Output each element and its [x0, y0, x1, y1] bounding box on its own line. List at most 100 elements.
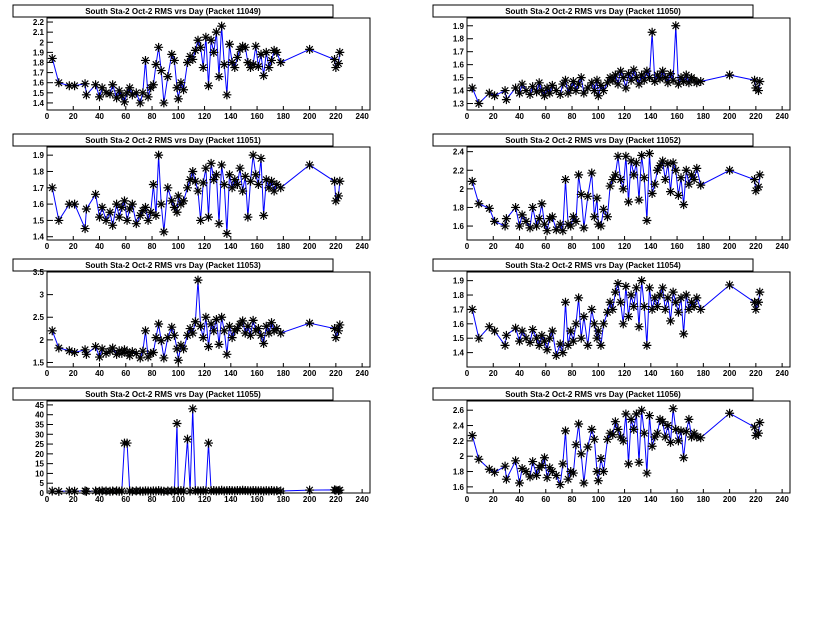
data-point — [517, 326, 527, 336]
data-point — [616, 297, 626, 307]
data-point — [204, 438, 213, 448]
data-point — [148, 348, 158, 358]
data-point — [159, 98, 169, 108]
x-tick-label: 120 — [618, 495, 632, 504]
data-point — [227, 57, 237, 67]
data-point — [515, 478, 525, 488]
data-point — [610, 287, 620, 297]
x-tick-label: 0 — [465, 112, 470, 121]
data-point — [331, 63, 341, 73]
data-point — [689, 302, 699, 312]
data-point — [227, 333, 237, 343]
data-point — [631, 283, 641, 293]
x-tick-label: 80 — [148, 495, 157, 504]
data-point — [467, 304, 477, 314]
y-tick-label: 1.5 — [453, 334, 465, 343]
data-point — [47, 53, 57, 63]
data-point — [681, 427, 691, 437]
x-tick-label: 160 — [250, 495, 264, 504]
data-point — [196, 42, 206, 52]
x-tick-label: 200 — [723, 112, 737, 121]
data-point — [108, 220, 118, 230]
data-point — [47, 326, 57, 336]
y-tick-label: 1.3 — [453, 100, 465, 109]
data-point — [467, 431, 477, 440]
data-point — [753, 428, 763, 438]
x-tick-label: 180 — [277, 112, 291, 121]
data-point — [571, 319, 581, 329]
data-point — [528, 202, 538, 212]
data-point — [467, 83, 477, 93]
data-point — [547, 80, 557, 90]
data-point — [217, 160, 227, 170]
data-point — [127, 347, 137, 357]
data-point — [240, 171, 250, 181]
data-point — [666, 187, 676, 197]
data-point — [81, 349, 91, 359]
data-point — [185, 175, 195, 185]
data-point — [122, 438, 132, 448]
data-point — [608, 175, 618, 185]
data-point — [179, 85, 189, 95]
data-point — [589, 212, 599, 222]
data-point — [547, 326, 557, 336]
x-tick-label: 140 — [224, 369, 238, 378]
x-tick-label: 40 — [515, 242, 524, 251]
data-point — [574, 170, 584, 180]
data-point — [660, 432, 670, 442]
x-tick-label: 60 — [541, 112, 550, 121]
plot-frame — [466, 271, 791, 368]
data-point — [566, 467, 576, 477]
y-tick-label: 30 — [35, 430, 44, 439]
data-point — [576, 449, 586, 459]
data-point — [692, 78, 702, 88]
data-point — [125, 351, 135, 361]
data-point — [97, 344, 107, 354]
x-tick-label: 180 — [697, 242, 711, 251]
data-point — [253, 62, 263, 72]
data-point — [206, 158, 216, 168]
data-point — [190, 317, 200, 327]
data-point — [629, 170, 639, 180]
data-point — [515, 221, 525, 231]
data-point — [624, 312, 633, 322]
data-point — [172, 83, 182, 93]
data-point — [647, 441, 657, 451]
x-tick-label: 0 — [465, 369, 470, 378]
data-point — [95, 212, 105, 222]
x-tick-label: 140 — [644, 112, 658, 121]
data-point — [558, 79, 568, 89]
data-point — [172, 344, 182, 354]
x-tick-label: 0 — [45, 242, 50, 251]
chart-title: South Sta-2 Oct-2 RMS vrs Day (Packet 11… — [85, 7, 261, 16]
data-point — [267, 55, 277, 65]
y-tick-label: 45 — [35, 401, 44, 410]
data-point — [525, 338, 535, 348]
data-point — [587, 168, 597, 178]
data-point — [196, 215, 206, 225]
data-point — [725, 70, 735, 80]
data-point — [692, 163, 702, 173]
data-point — [539, 219, 549, 229]
data-point — [563, 474, 573, 484]
data-point — [668, 158, 678, 168]
data-point — [474, 454, 484, 464]
data-point — [547, 212, 557, 222]
data-point — [725, 165, 735, 175]
data-point — [551, 86, 561, 96]
x-tick-label: 240 — [775, 112, 789, 121]
data-point — [117, 202, 127, 212]
x-tick-label: 200 — [723, 369, 737, 378]
y-tick-label: 1.4 — [453, 349, 465, 358]
y-tick-label: 35 — [35, 420, 44, 429]
data-point — [230, 63, 240, 73]
data-point — [188, 166, 198, 176]
data-point — [681, 290, 691, 300]
data-point — [532, 333, 542, 343]
plot-frame — [46, 271, 371, 368]
y-tick-label: 3 — [40, 291, 45, 300]
x-tick-label: 120 — [618, 112, 632, 121]
data-point — [608, 304, 618, 314]
data-point — [750, 422, 760, 432]
data-point — [750, 75, 760, 85]
